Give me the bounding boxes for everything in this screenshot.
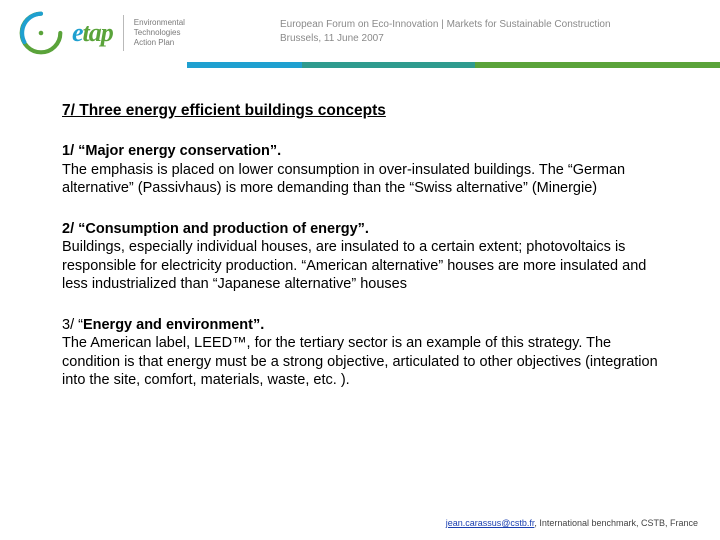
- forum-caption: European Forum on Eco-Innovation | Marke…: [280, 18, 611, 45]
- logo-text-block: etap Environmental Technologies Action P…: [72, 15, 185, 51]
- stripe-segment: [302, 62, 475, 68]
- logo: etap Environmental Technologies Action P…: [18, 10, 185, 56]
- concept-3-body: The American label, LEED™, for the terti…: [62, 335, 658, 388]
- slide-body: 7/ Three energy efficient buildings conc…: [0, 68, 720, 390]
- accent-stripe: [0, 62, 720, 68]
- concept-3-lead: Energy and environment”.: [83, 317, 264, 333]
- logo-divider: [123, 15, 124, 51]
- forum-line: Brussels, 11 June 2007: [280, 32, 611, 46]
- stripe-segment: [187, 62, 302, 68]
- concept-2: 2/ “Consumption and production of energy…: [62, 220, 664, 294]
- concept-1-lead: 1/ “Major energy conservation”.: [62, 143, 281, 159]
- concept-3: 3/ “Energy and environment”. The America…: [62, 316, 664, 390]
- concept-1: 1/ “Major energy conservation”. The emph…: [62, 142, 664, 198]
- etap-wordmark: etap: [72, 18, 113, 48]
- concept-3-prefix: 3/ “: [62, 317, 83, 333]
- footer-email: jean.carassus@cstb.fr: [446, 518, 535, 528]
- etap-swirl-icon: [18, 10, 64, 56]
- concept-1-body: The emphasis is placed on lower consumpt…: [62, 162, 625, 197]
- concept-2-body: Buildings, especially individual houses,…: [62, 239, 646, 292]
- tagline-line: Technologies: [134, 28, 185, 38]
- slide-footer: jean.carassus@cstb.fr, International ben…: [446, 518, 698, 528]
- slide-title: 7/ Three energy efficient buildings conc…: [62, 102, 664, 120]
- tagline-line: Action Plan: [134, 38, 185, 48]
- footer-attribution: , International benchmark, CSTB, France: [534, 518, 698, 528]
- forum-line: European Forum on Eco-Innovation | Marke…: [280, 18, 611, 32]
- slide-header: etap Environmental Technologies Action P…: [0, 0, 720, 62]
- logo-tagline: Environmental Technologies Action Plan: [134, 18, 185, 48]
- stripe-segment: [475, 62, 720, 68]
- concept-2-lead: 2/ “Consumption and production of energy…: [62, 221, 369, 237]
- stripe-segment: [0, 62, 187, 68]
- tagline-line: Environmental: [134, 18, 185, 28]
